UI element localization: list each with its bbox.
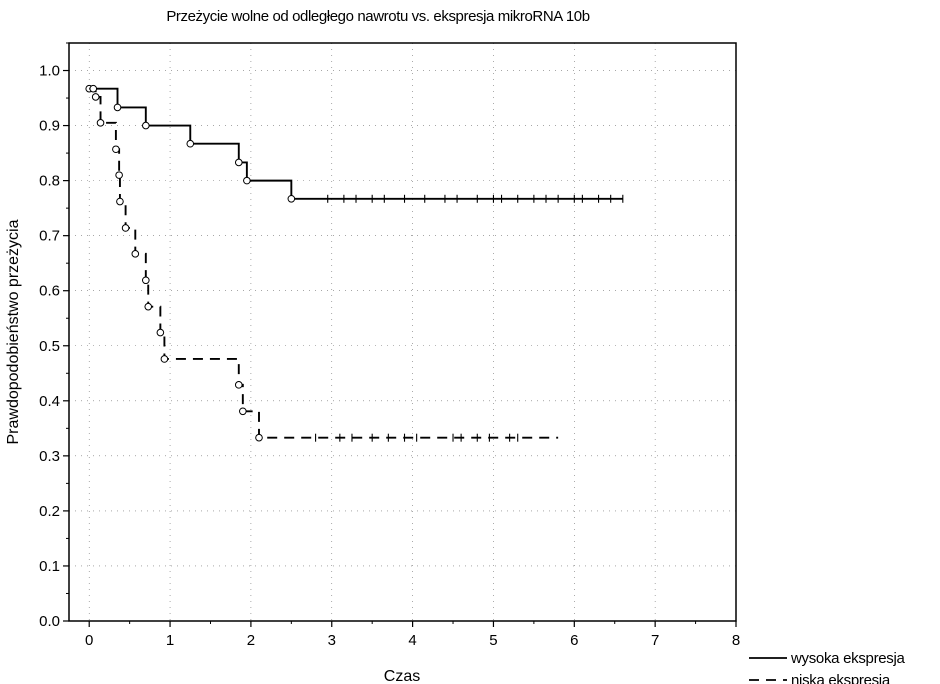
x-tick-label: 8 [732, 632, 740, 649]
x-tick-label: 6 [570, 632, 578, 649]
event-marker [115, 171, 123, 179]
event-marker [116, 197, 124, 206]
event-marker [131, 250, 140, 258]
y-tick-label: 1.0 [39, 63, 60, 80]
axis-ticks: 0 1 2 3 4 5 6 7 8 0.0 0.1 0.2 0.3 0.4 0.5 0.6 0.7 0.8 0.9 1… [39, 42, 740, 649]
x-tick-label: 3 [328, 632, 336, 649]
event-marker [121, 224, 130, 232]
y-tick-label: 0.0 [39, 613, 60, 630]
series-layer [85, 84, 624, 442]
series-line [89, 87, 623, 200]
event-marker [113, 103, 122, 112]
chart-title: Przeżycie wolne od odległego nawrotu vs.… [166, 8, 589, 25]
y-tick-label: 0.7 [39, 228, 60, 245]
event-marker [255, 433, 263, 442]
event-marker [239, 407, 247, 416]
legend-label-wysoka: wysoka ekspresja [790, 650, 906, 667]
y-tick-label: 0.8 [39, 173, 60, 190]
event-marker [112, 145, 120, 154]
event-marker [89, 84, 98, 93]
event-marker [156, 328, 165, 337]
legend: wysoka ekspresja niska ekspresja [749, 650, 906, 684]
event-marker [160, 355, 169, 363]
y-tick-label: 0.4 [39, 393, 60, 410]
x-tick-label: 2 [247, 632, 255, 649]
x-tick-label: 1 [166, 632, 174, 649]
plot-frame [68, 42, 737, 622]
y-tick-label: 0.9 [39, 118, 60, 135]
y-tick-label: 0.6 [39, 283, 60, 300]
y-tick-label: 0.3 [39, 448, 60, 465]
event-marker [91, 93, 100, 101]
y-tick-label: 0.2 [39, 503, 60, 520]
x-axis-label: Czas [384, 668, 420, 684]
event-marker [287, 194, 296, 203]
event-marker [186, 139, 195, 148]
event-marker [144, 302, 153, 311]
event-marker [96, 119, 105, 127]
x-tick-label: 0 [85, 632, 93, 649]
legend-label-niska: niska ekspresja [791, 672, 891, 684]
series-line [89, 87, 559, 439]
y-tick-label: 0.1 [39, 558, 60, 575]
event-marker [142, 121, 150, 130]
x-tick-label: 4 [408, 632, 416, 649]
grid-lines [69, 43, 736, 621]
event-marker [234, 381, 243, 389]
x-tick-label: 7 [651, 632, 659, 649]
y-tick-label: 0.5 [39, 338, 60, 355]
event-marker [243, 176, 251, 185]
series-wysoka [85, 84, 624, 203]
x-tick-label: 5 [489, 632, 497, 649]
event-marker [142, 276, 150, 285]
event-marker [234, 158, 243, 167]
series-niska [89, 84, 559, 442]
y-axis-label: Prawdopodobieństwo przeżycia [5, 219, 22, 444]
